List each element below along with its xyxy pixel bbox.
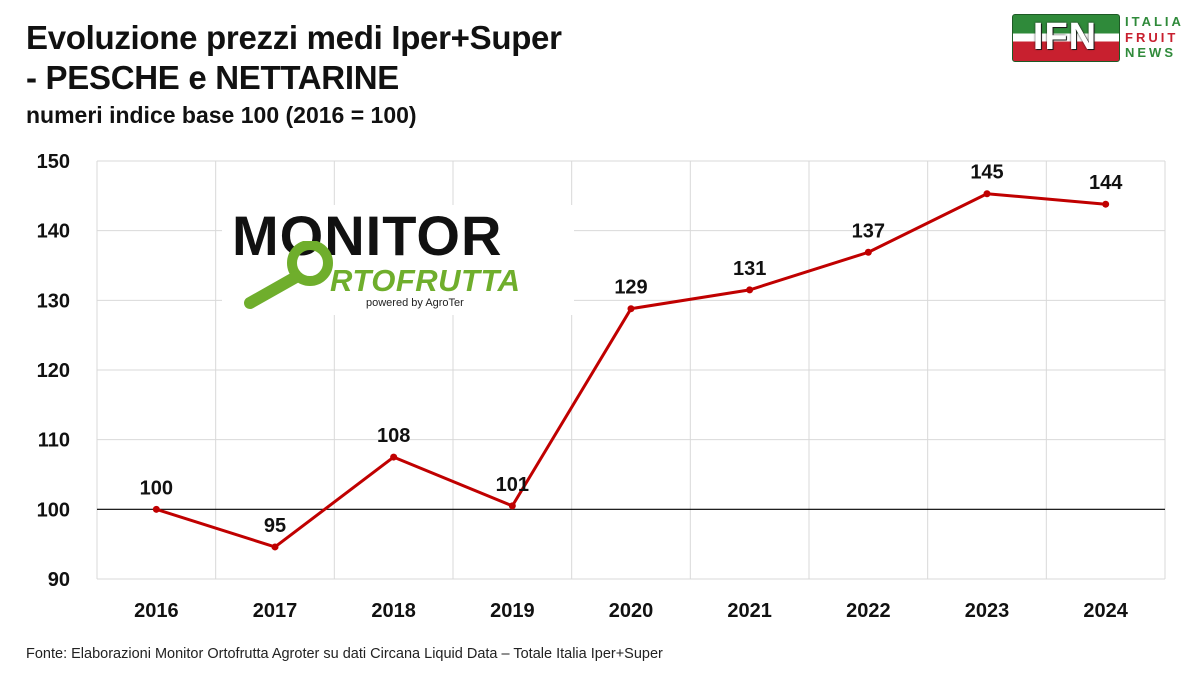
monitor-logo-powered: powered by AgroTer	[366, 297, 464, 309]
x-tick-label: 2024	[1083, 600, 1128, 622]
x-tick-label: 2019	[490, 600, 535, 622]
monitor-logo-title: MONITOR	[232, 204, 503, 267]
ifn-logo-words: ITALIA FRUIT NEWS	[1125, 14, 1184, 61]
ifn-logo-flag	[1012, 14, 1120, 62]
data-label: 145	[970, 162, 1003, 184]
x-tick-label: 2022	[846, 600, 891, 622]
y-tick-label: 120	[37, 360, 70, 382]
monitor-logo-subtitle: RTOFRUTTA	[330, 263, 521, 298]
title-line-1: Evoluzione prezzi medi Iper+Super	[26, 19, 562, 56]
x-tick-label: 2018	[371, 600, 416, 622]
data-label: 144	[1089, 172, 1123, 194]
data-label: 101	[496, 474, 529, 496]
source-note: Fonte: Elaborazioni Monitor Ortofrutta A…	[26, 646, 663, 662]
magnifier-icon	[244, 241, 333, 309]
data-point	[864, 248, 872, 256]
chart-subtitle: numeri indice base 100 (2016 = 100)	[26, 102, 417, 128]
ifn-word-italia: ITALIA	[1125, 14, 1184, 29]
data-point	[1102, 200, 1110, 208]
data-label: 129	[614, 277, 647, 299]
data-label: 100	[140, 477, 173, 499]
y-tick-label: 90	[48, 569, 70, 591]
data-point	[746, 286, 754, 294]
ifn-logo: IFN ITALIA FRUIT NEWS	[1012, 14, 1188, 62]
x-tick-label: 2020	[609, 600, 654, 622]
y-tick-label: 100	[37, 499, 70, 521]
y-tick-label: 140	[37, 221, 70, 243]
data-point	[152, 505, 160, 513]
monitor-ortofrutta-logo: MONITOR RTOFRUTTA powered by AgroTer	[222, 205, 574, 315]
data-point	[508, 502, 516, 510]
data-point	[983, 190, 991, 198]
data-point	[390, 453, 398, 461]
y-tick-label: 110	[38, 430, 70, 452]
x-tick-label: 2016	[134, 600, 179, 622]
y-tick-label: 130	[37, 290, 70, 312]
y-tick-label: 150	[37, 151, 70, 173]
ifn-word-news: NEWS	[1125, 45, 1176, 60]
data-label: 95	[264, 515, 286, 537]
data-label: 108	[377, 425, 410, 447]
data-point	[627, 305, 635, 313]
data-label: 131	[733, 258, 766, 280]
ifn-logo-letters: IFN	[1032, 16, 1098, 58]
x-tick-label: 2017	[253, 600, 298, 622]
ifn-word-fruit: FRUIT	[1125, 29, 1179, 45]
chart-title: Evoluzione prezzi medi Iper+Super - PESC…	[26, 18, 562, 98]
data-label: 137	[852, 220, 885, 242]
x-tick-label: 2021	[727, 600, 772, 622]
title-line-2: - PESCHE e NETTARINE	[26, 59, 399, 96]
data-point	[271, 543, 279, 551]
x-tick-label: 2023	[965, 600, 1010, 622]
